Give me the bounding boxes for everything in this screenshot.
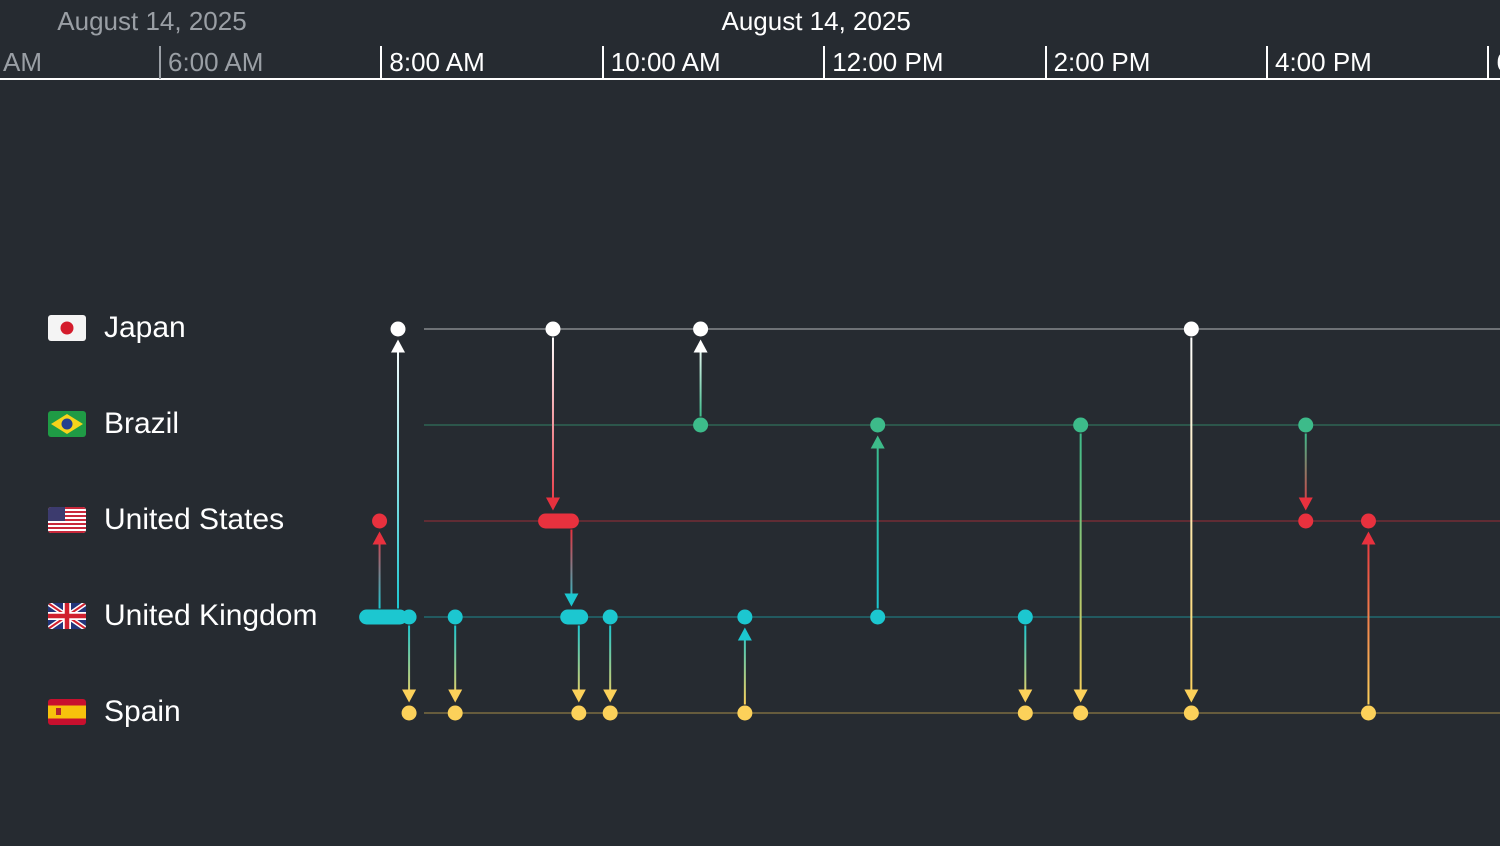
row-label-text: United Kingdom bbox=[104, 599, 318, 632]
axis-tick-label: 6:00 AM bbox=[168, 47, 264, 77]
event-node[interactable] bbox=[602, 705, 618, 721]
row-label-text: Japan bbox=[104, 311, 186, 344]
event-arrowhead bbox=[693, 339, 708, 353]
event-node[interactable] bbox=[1183, 705, 1199, 721]
event-node[interactable] bbox=[447, 609, 463, 625]
event-node[interactable] bbox=[1298, 513, 1314, 529]
time-axis[interactable]: August 14, 2025 August 14, 2025 4:00 AM 6:0… bbox=[0, 0, 1500, 82]
event-arrowhead bbox=[372, 531, 387, 545]
event-arrowhead bbox=[564, 593, 579, 607]
event-node[interactable] bbox=[1360, 705, 1376, 721]
event-node[interactable] bbox=[571, 705, 587, 721]
event-arrowhead bbox=[1361, 531, 1376, 545]
event-arrowhead bbox=[1298, 497, 1313, 511]
row-label-es[interactable]: Spain bbox=[48, 692, 181, 732]
axis-tick-label: 4:00 AM bbox=[0, 47, 43, 77]
event-node[interactable] bbox=[870, 609, 886, 625]
flag-br-icon bbox=[48, 411, 86, 437]
event-node[interactable] bbox=[401, 705, 417, 721]
event-node[interactable] bbox=[693, 321, 709, 337]
event-node[interactable] bbox=[390, 321, 406, 337]
grouped-event-node[interactable] bbox=[538, 513, 579, 529]
axis-tick-label: 12:00 PM bbox=[832, 47, 944, 77]
event-node[interactable] bbox=[1298, 417, 1314, 433]
grouped-event-node[interactable] bbox=[560, 609, 589, 625]
axis-tick bbox=[159, 46, 161, 79]
event-arrowhead bbox=[1073, 689, 1088, 703]
axis-tick bbox=[601, 46, 604, 79]
axis-date-label: August 14, 2025 bbox=[721, 6, 911, 36]
row-label-text: Spain bbox=[104, 695, 181, 728]
event-arrowhead bbox=[448, 689, 463, 703]
event-node[interactable] bbox=[545, 321, 561, 337]
event-arrowhead bbox=[391, 339, 406, 353]
axis-tick bbox=[823, 46, 826, 79]
event-node[interactable] bbox=[1017, 609, 1033, 625]
axis-tick-label: 8:00 AM bbox=[389, 47, 485, 77]
time-axis-rule bbox=[0, 78, 1500, 80]
event-node[interactable] bbox=[693, 417, 709, 433]
event-arrowhead bbox=[1018, 689, 1033, 703]
row-label-br[interactable]: Brazil bbox=[48, 404, 179, 444]
event-arrowhead bbox=[870, 435, 885, 449]
event-node[interactable] bbox=[372, 513, 388, 529]
grouped-event-node[interactable] bbox=[359, 609, 408, 625]
event-arrowhead bbox=[737, 627, 752, 641]
event-node[interactable] bbox=[1183, 321, 1199, 337]
flag-gb-icon bbox=[48, 603, 86, 629]
axis-tick-label: 10:00 AM bbox=[610, 47, 721, 77]
event-node[interactable] bbox=[1073, 417, 1089, 433]
event-arrowhead bbox=[1184, 689, 1199, 703]
row-label-gb[interactable]: United Kingdom bbox=[48, 596, 317, 636]
flag-es-icon bbox=[48, 699, 86, 725]
event-arrowhead bbox=[402, 689, 417, 703]
event-node[interactable] bbox=[602, 609, 618, 625]
axis-tick bbox=[380, 46, 383, 79]
event-node[interactable] bbox=[737, 609, 753, 625]
axis-tick bbox=[1487, 46, 1490, 79]
axis-tick bbox=[1266, 46, 1268, 79]
axis-tick-label: 4:00 PM bbox=[1275, 47, 1372, 77]
axis-tick-label: 2:00 PM bbox=[1053, 47, 1151, 77]
event-node[interactable] bbox=[1073, 705, 1089, 721]
event-arrowhead bbox=[603, 689, 618, 703]
row-label-text: Brazil bbox=[104, 407, 180, 440]
event-node[interactable] bbox=[401, 609, 417, 625]
event-node[interactable] bbox=[870, 417, 886, 433]
event-node[interactable] bbox=[447, 705, 463, 721]
row-label-text: United States bbox=[104, 503, 285, 536]
axis-date-label: August 14, 2025 bbox=[57, 6, 247, 36]
row-label-us[interactable]: United States bbox=[48, 500, 284, 540]
axis-tick bbox=[1044, 46, 1047, 79]
axis-tick-label: 6:00 PM bbox=[1496, 47, 1500, 78]
event-node[interactable] bbox=[1360, 513, 1376, 529]
event-arrowhead bbox=[571, 689, 586, 703]
event-node[interactable] bbox=[737, 705, 753, 721]
flag-jp-icon bbox=[48, 315, 86, 341]
flag-us-icon bbox=[48, 507, 86, 533]
event-arrowhead bbox=[545, 497, 560, 511]
event-node[interactable] bbox=[1017, 705, 1033, 721]
row-label-jp[interactable]: Japan bbox=[48, 308, 186, 348]
